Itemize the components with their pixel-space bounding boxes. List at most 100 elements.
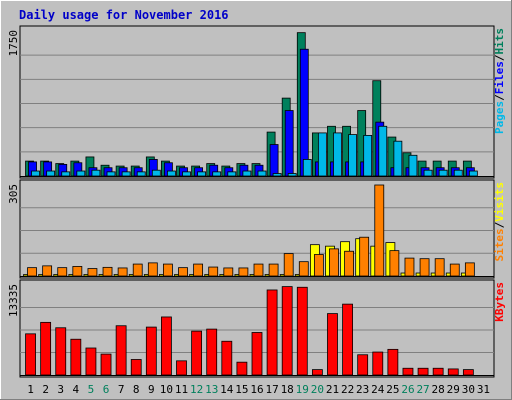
bar-pages-day-20 [317, 132, 327, 177]
bar-sites-day-8 [132, 263, 143, 277]
side-axis-label: KBytes [493, 282, 506, 322]
bar-sites-day-9 [147, 262, 158, 277]
bar-pages-day-8 [136, 171, 146, 177]
bar-pages-day-26 [408, 154, 418, 177]
bar-kbytes-day-25 [387, 348, 399, 376]
y-max-label: 1750 [7, 30, 20, 57]
bar-sites-day-10 [163, 263, 173, 277]
bar-sites-day-24 [374, 184, 385, 277]
x-tick-label-1: 1 [27, 383, 34, 396]
bar-kbytes-day-22 [342, 303, 353, 376]
bar-kbytes-day-4 [70, 338, 82, 376]
chart-panels: 1750 Pages/Files/Hits 305 Sites/Visits 13335… [7, 25, 506, 378]
x-tick-label-15: 15 [235, 383, 248, 396]
bar-sites-day-25 [389, 250, 400, 277]
bar-pages-day-6 [106, 171, 116, 177]
panel-frame [19, 25, 495, 179]
bar-kbytes-day-14 [221, 340, 233, 376]
bar-kbytes-day-20 [311, 369, 323, 376]
x-tick-label-4: 4 [73, 383, 80, 396]
bar-pages-day-5 [91, 169, 101, 177]
series-label-kbytes: KBytes [493, 282, 506, 322]
series-label-visits: Visits [493, 182, 506, 222]
bar-sites-day-23 [359, 236, 370, 277]
bar-pages-day-18 [287, 173, 297, 177]
bar-sites-day-22 [344, 250, 354, 277]
bar-sites-day-5 [87, 268, 98, 277]
bar-pages-day-13 [212, 171, 222, 177]
bar-kbytes-day-16 [251, 332, 263, 376]
bar-sites-day-16 [253, 263, 264, 277]
bar-files-day-17 [269, 144, 279, 177]
panel-kbytes: 13335 KBytes [7, 279, 506, 378]
x-tick-label-6: 6 [103, 383, 110, 396]
bar-pages-day-19 [302, 159, 312, 177]
bar-sites-day-1 [27, 267, 37, 277]
x-tick-label-24: 24 [371, 383, 385, 396]
bar-pages-day-2 [46, 170, 56, 177]
x-tick-label-19: 19 [296, 383, 309, 396]
panel-hits-files-pages: 1750 Pages/Files/Hits [7, 25, 506, 179]
x-tick-label-22: 22 [341, 383, 354, 396]
bar-sites-day-19 [298, 261, 309, 277]
x-tick-label-18: 18 [281, 383, 294, 396]
bar-sites-day-3 [57, 267, 68, 277]
x-tick-label-23: 23 [356, 383, 369, 396]
bar-sites-day-29 [449, 263, 460, 277]
bar-sites-day-11 [178, 267, 188, 277]
bar-kbytes-day-8 [130, 359, 142, 376]
series-label-sites: Sites [493, 228, 506, 261]
bar-sites-day-27 [419, 258, 430, 277]
bar-pages-day-30 [468, 170, 478, 177]
side-axis-label: Sites/Visits [493, 182, 506, 262]
x-tick-label-7: 7 [118, 383, 125, 396]
bar-kbytes-day-24 [372, 351, 384, 376]
x-tick-label-28: 28 [432, 383, 445, 396]
side-axis-label: Pages/Files/Hits [493, 28, 506, 134]
x-tick-label-11: 11 [175, 383, 188, 396]
bar-kbytes-day-19 [296, 286, 308, 376]
bar-sites-day-30 [464, 262, 475, 277]
bar-kbytes-day-5 [85, 347, 97, 376]
bar-kbytes-day-21 [327, 313, 338, 376]
bar-sites-day-26 [404, 257, 415, 277]
bar-kbytes-day-10 [161, 316, 172, 376]
bar-sites-day-17 [268, 263, 279, 277]
bar-pages-day-14 [227, 171, 237, 177]
bar-pages-day-11 [182, 171, 191, 177]
x-tick-label-10: 10 [160, 383, 173, 396]
bar-pages-day-21 [333, 132, 342, 177]
series-label-pages: Pages [493, 101, 506, 134]
y-max-label: 305 [7, 184, 20, 204]
bar-kbytes-day-15 [236, 361, 248, 376]
bar-kbytes-day-26 [402, 367, 414, 376]
x-tick-label-2: 2 [42, 383, 49, 396]
bar-pages-day-16 [257, 170, 267, 177]
bar-sites-day-15 [238, 267, 249, 277]
x-tick-label-5: 5 [88, 383, 95, 396]
bar-files-day-19 [299, 48, 309, 177]
x-tick-label-16: 16 [250, 383, 263, 396]
bar-sites-day-12 [193, 263, 204, 277]
bar-kbytes-day-13 [206, 328, 218, 376]
bar-pages-day-3 [61, 171, 71, 177]
x-tick-label-3: 3 [57, 383, 64, 396]
chart-title: Daily usage for November 2016 [19, 8, 229, 22]
bar-sites-day-18 [283, 253, 294, 277]
bar-pages-day-24 [378, 125, 388, 177]
bar-kbytes-day-1 [25, 333, 36, 376]
x-tick-label-14: 14 [220, 383, 234, 396]
bar-sites-day-2 [42, 265, 53, 277]
bar-pages-day-25 [393, 140, 403, 177]
bar-sites-day-7 [117, 267, 128, 277]
bar-pages-day-23 [363, 134, 373, 177]
x-axis-labels: 1 2 3 4 5 6 7 8 9 10 11 12 13 14 15 16 17 18 19 20 21 22 23 24 2… [27, 383, 490, 396]
bar-pages-day-27 [423, 169, 433, 177]
bar-pages-day-22 [348, 134, 357, 177]
x-tick-label-17: 17 [265, 383, 278, 396]
bar-pages-day-7 [121, 171, 131, 177]
x-tick-label-8: 8 [133, 383, 140, 396]
bar-kbytes-day-12 [191, 330, 203, 376]
